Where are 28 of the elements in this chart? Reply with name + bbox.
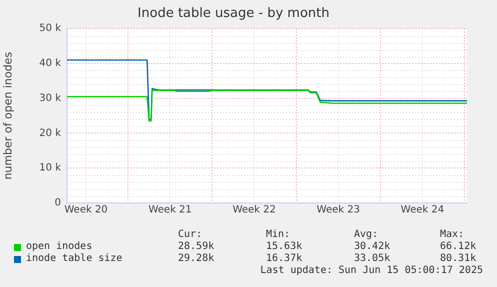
text: Cur:	[178, 229, 202, 241]
text: Last update: Sun Jun 15 05:00:17 2025	[260, 265, 483, 277]
x-tick-label: Week 20	[64, 204, 108, 216]
text: Max:	[440, 229, 464, 241]
text: 28.59k	[178, 241, 214, 253]
text: 66.12k	[440, 241, 476, 253]
text: 15.63k	[266, 241, 302, 253]
legend-label: open inodes	[26, 241, 92, 253]
text: 30.42k	[354, 241, 390, 253]
y-tick-label: 30 k	[39, 92, 62, 104]
x-tick-label: Week 21	[148, 204, 192, 216]
text: 80.31k	[440, 253, 476, 265]
text: Avg:	[354, 229, 378, 241]
y-axis-title: number of open inodes	[1, 52, 14, 180]
chart-title: Inode table usage - by month	[138, 6, 330, 22]
legend-label: inode table size	[26, 253, 122, 265]
y-tick-label: 40 k	[39, 58, 62, 70]
x-tick-label: Week 23	[316, 204, 360, 216]
y-tick-label: 10 k	[39, 162, 62, 174]
text: 29.28k	[178, 253, 214, 265]
x-tick-label: Week 22	[232, 204, 276, 216]
text: 33.05k	[354, 253, 390, 265]
y-tick-label: 20 k	[39, 128, 62, 139]
text: 16.37k	[266, 253, 302, 265]
x-tick-label: Week 24	[400, 204, 444, 216]
y-tick-label: 0	[54, 198, 61, 209]
text: Min:	[266, 229, 290, 241]
y-tick-label: 50 k	[39, 23, 62, 34]
